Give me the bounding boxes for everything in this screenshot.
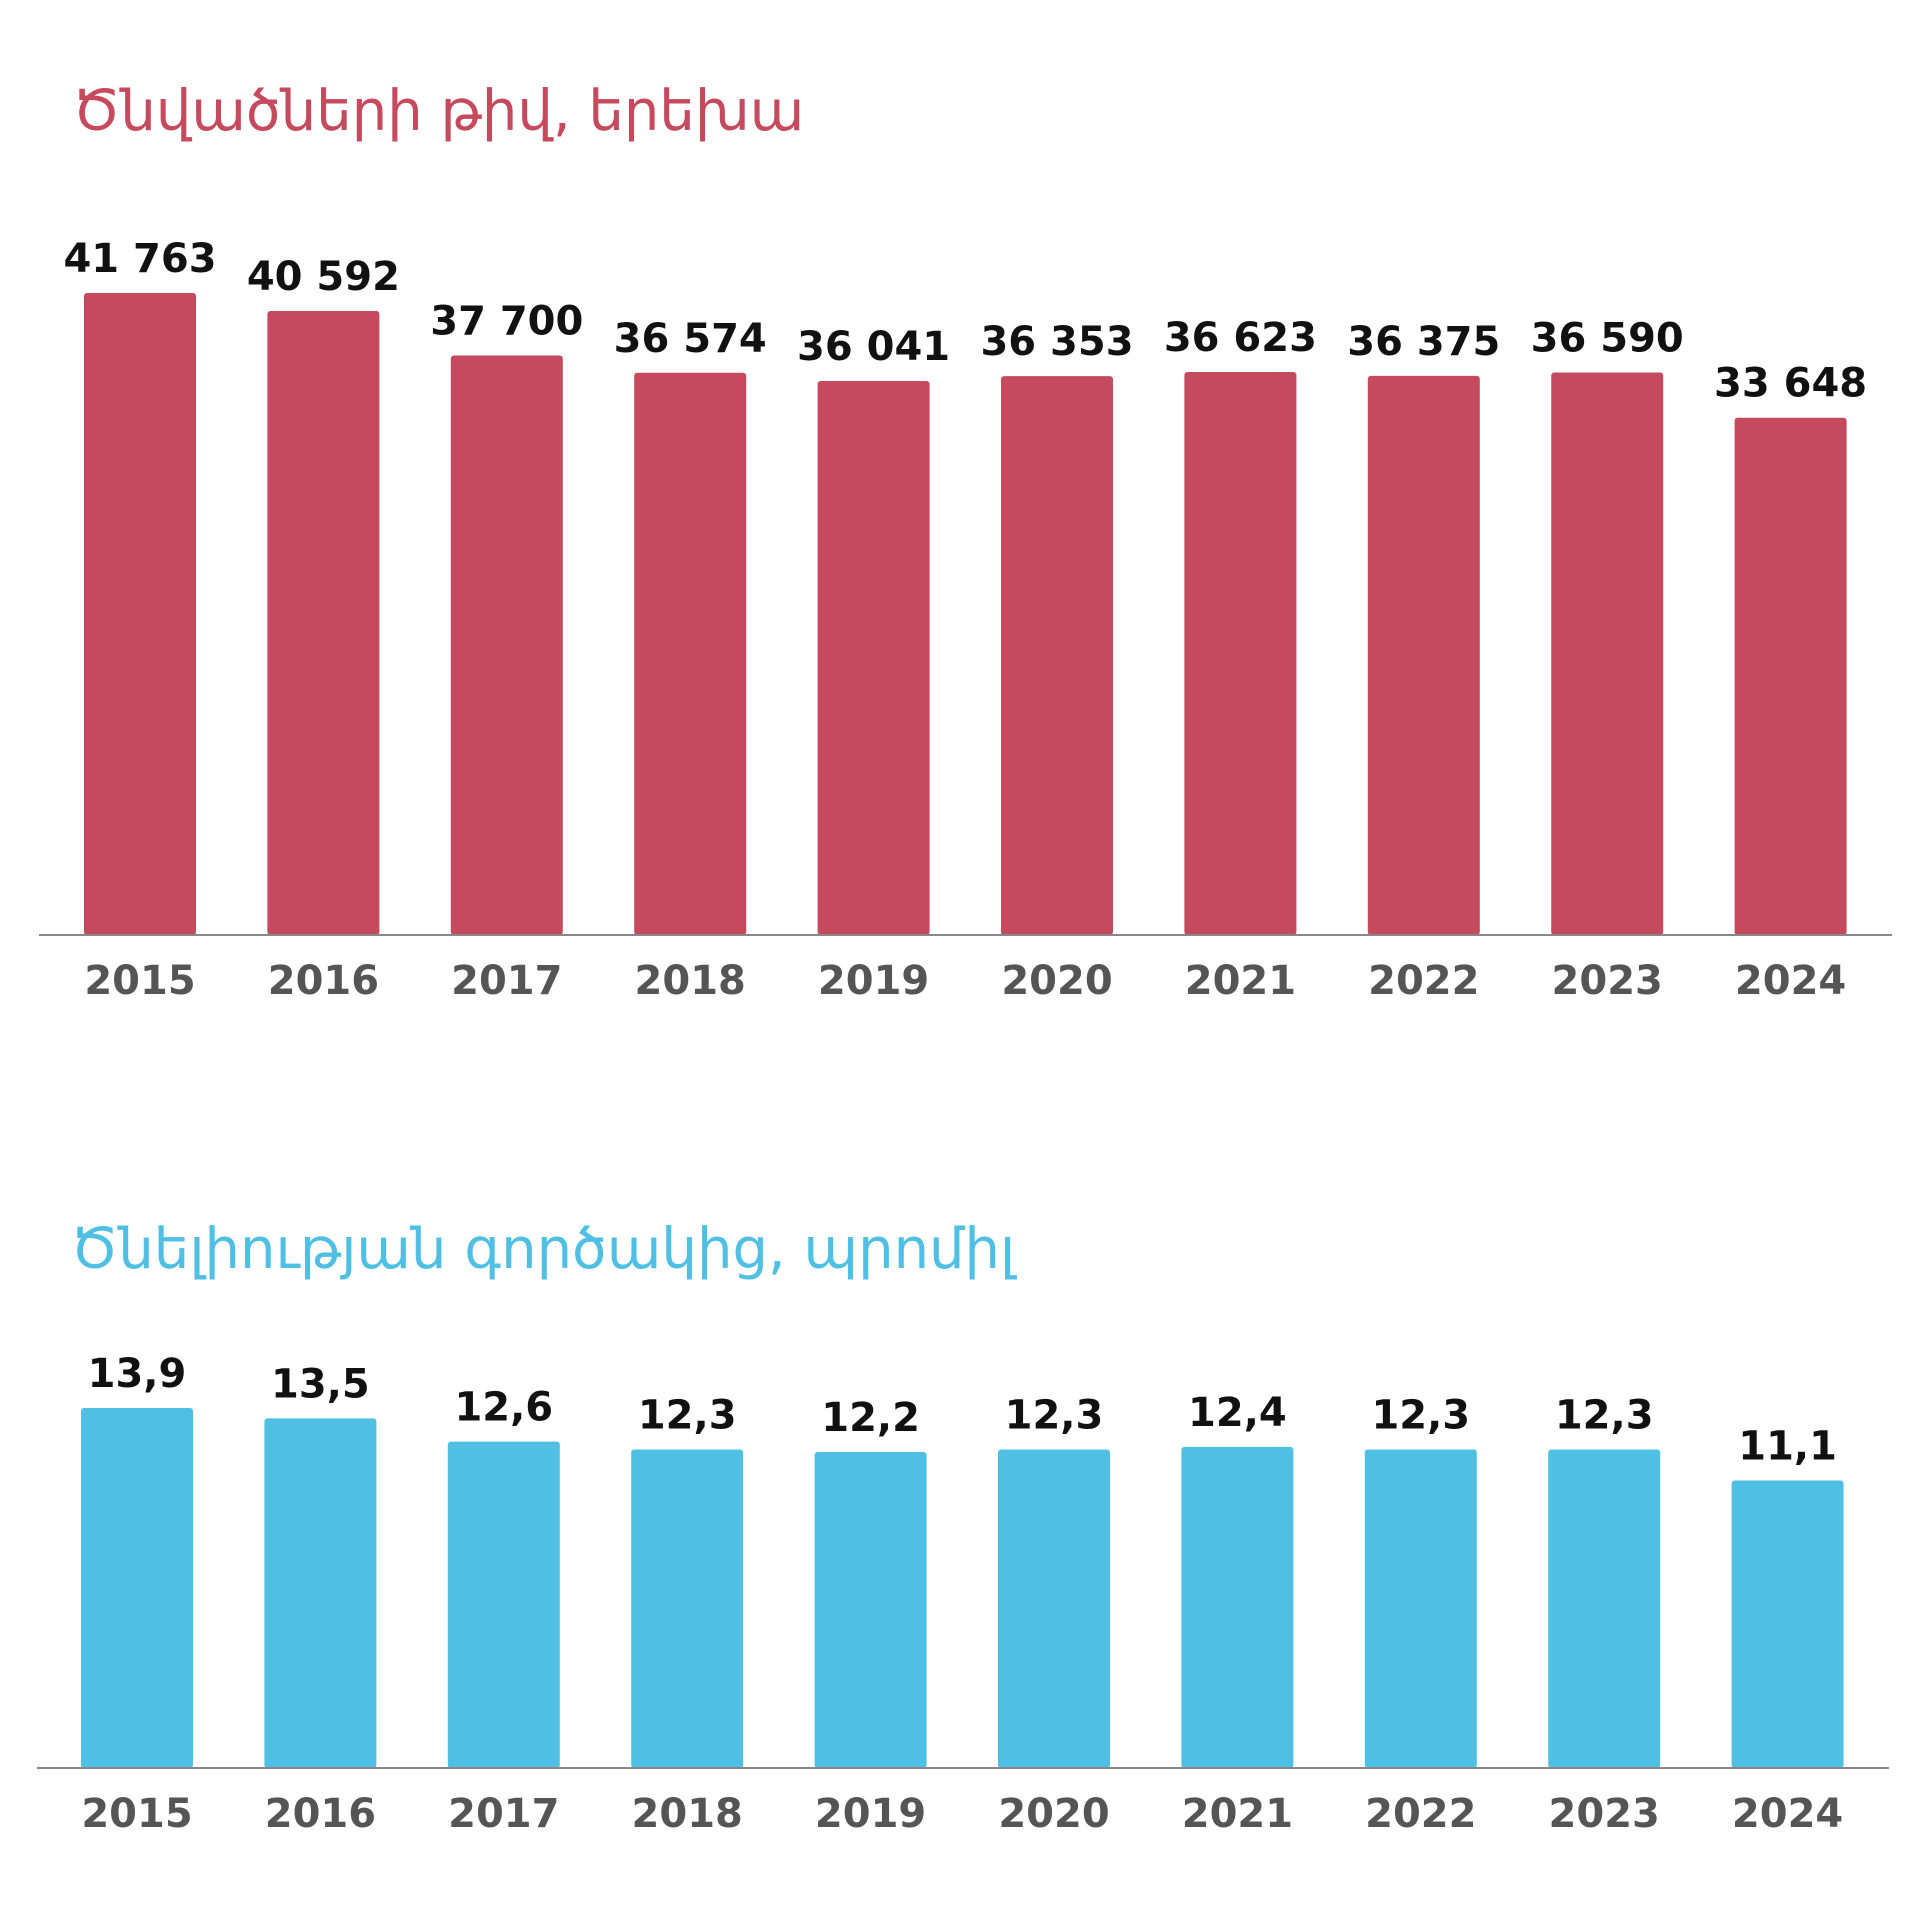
value-label: 36 574 — [614, 316, 767, 362]
value-label: 36 041 — [797, 324, 950, 370]
bar — [814, 1452, 927, 1768]
x-tick-label: 2022 — [1368, 958, 1479, 1004]
x-tick-label: 2024 — [1732, 1791, 1843, 1837]
x-tick-label: 2021 — [1182, 1791, 1293, 1837]
x-tick-label: 2021 — [1185, 958, 1296, 1004]
x-tick-label: 2019 — [815, 1791, 926, 1837]
value-label: 33 648 — [1714, 361, 1867, 407]
value-label: 12,4 — [1188, 1390, 1287, 1436]
bar — [267, 311, 380, 935]
x-tick-label: 2020 — [998, 1791, 1109, 1837]
bar — [1551, 372, 1664, 935]
value-label: 40 592 — [247, 254, 400, 300]
value-label: 11,1 — [1738, 1424, 1837, 1470]
x-tick-label: 2020 — [1001, 958, 1112, 1004]
value-label: 12,3 — [1555, 1392, 1654, 1438]
bar — [998, 1449, 1110, 1768]
bar — [631, 1449, 744, 1768]
x-tick-label: 2018 — [632, 1791, 743, 1837]
x-tick-label: 2016 — [268, 958, 379, 1004]
x-tick-label: 2024 — [1735, 958, 1846, 1004]
value-label: 13,5 — [271, 1361, 370, 1407]
x-tick-label: 2019 — [818, 958, 929, 1004]
value-label: 36 590 — [1531, 316, 1684, 362]
x-tick-label: 2018 — [635, 958, 746, 1004]
bar — [81, 1408, 193, 1768]
bar — [1731, 1480, 1844, 1768]
value-label: 12,3 — [1005, 1392, 1104, 1438]
bar — [1181, 1446, 1294, 1768]
value-label: 37 700 — [430, 298, 583, 344]
value-label: 12,3 — [1371, 1392, 1470, 1438]
x-tick-label: 2023 — [1552, 958, 1663, 1004]
chart-title: Ծնվածների թիվ, երեխա — [72, 79, 804, 144]
bar — [84, 293, 196, 935]
bar — [264, 1418, 377, 1768]
value-label: 12,2 — [821, 1395, 920, 1441]
value-label: 12,6 — [454, 1385, 553, 1431]
bar — [1548, 1449, 1661, 1768]
value-label: 41 763 — [63, 236, 216, 282]
bar — [1367, 375, 1480, 936]
value-label: 12,3 — [638, 1392, 737, 1438]
bar — [1001, 376, 1113, 935]
bar — [1184, 372, 1297, 936]
bar — [447, 1441, 560, 1768]
x-tick-label: 2015 — [81, 1791, 192, 1837]
value-label: 36 623 — [1164, 315, 1317, 361]
bar — [634, 372, 747, 935]
chart-title: Ծնելիության գործակից, պրոմիլ — [70, 1217, 1017, 1282]
x-tick-label: 2017 — [448, 1791, 559, 1837]
bar — [450, 355, 563, 935]
x-tick-label: 2022 — [1365, 1791, 1476, 1837]
bar — [1734, 417, 1847, 935]
value-label: 36 375 — [1347, 319, 1500, 365]
x-tick-label: 2023 — [1549, 1791, 1660, 1837]
bar — [1364, 1449, 1477, 1768]
x-tick-label: 2015 — [84, 958, 195, 1004]
bar — [817, 380, 930, 936]
x-tick-label: 2016 — [265, 1791, 376, 1837]
value-label: 36 353 — [980, 319, 1133, 365]
x-tick-label: 2017 — [451, 958, 562, 1004]
value-label: 13,9 — [88, 1351, 187, 1397]
